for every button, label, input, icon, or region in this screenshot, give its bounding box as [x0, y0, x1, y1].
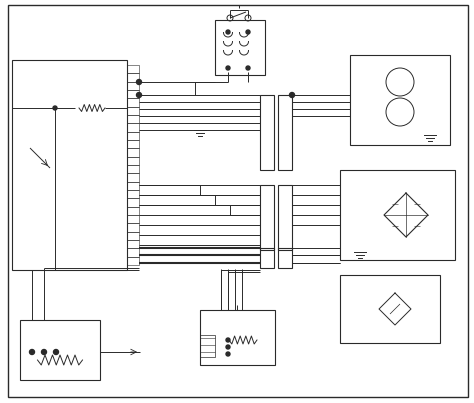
Bar [127, 223, 139, 232]
Bar [200, 335, 215, 357]
Bar [340, 170, 455, 260]
Bar [12, 60, 127, 270]
Bar [278, 95, 292, 170]
Bar [20, 320, 100, 380]
Bar [215, 20, 265, 75]
Circle shape [53, 106, 57, 110]
Bar [127, 198, 139, 207]
Bar [127, 190, 139, 198]
Circle shape [226, 352, 230, 356]
Circle shape [42, 349, 46, 355]
Bar [350, 55, 450, 145]
Bar [127, 232, 139, 240]
Bar [278, 185, 292, 250]
Circle shape [137, 79, 142, 85]
Bar [127, 65, 139, 73]
Bar [127, 98, 139, 107]
Bar [127, 82, 139, 90]
Circle shape [137, 93, 142, 98]
Bar [127, 140, 139, 148]
Circle shape [226, 30, 230, 34]
Bar [127, 73, 139, 82]
Bar [278, 248, 292, 268]
Bar [127, 182, 139, 190]
Bar [260, 248, 274, 268]
Bar [127, 148, 139, 157]
Bar [127, 173, 139, 182]
Circle shape [246, 30, 250, 34]
Bar [127, 207, 139, 215]
Bar [260, 95, 274, 170]
Circle shape [290, 93, 294, 98]
Bar [127, 248, 139, 257]
Circle shape [54, 349, 58, 355]
Circle shape [226, 345, 230, 349]
Bar [127, 157, 139, 165]
Bar [127, 165, 139, 173]
Bar [127, 123, 139, 132]
Bar [127, 90, 139, 98]
Bar [127, 115, 139, 123]
Bar [127, 257, 139, 265]
Bar [127, 240, 139, 248]
Bar [127, 132, 139, 140]
Circle shape [226, 66, 230, 70]
Bar [127, 215, 139, 223]
Bar [127, 107, 139, 115]
Bar [260, 185, 274, 250]
Bar [340, 275, 440, 343]
Bar [200, 310, 275, 365]
Circle shape [246, 66, 250, 70]
Circle shape [226, 338, 230, 342]
Circle shape [29, 349, 35, 355]
